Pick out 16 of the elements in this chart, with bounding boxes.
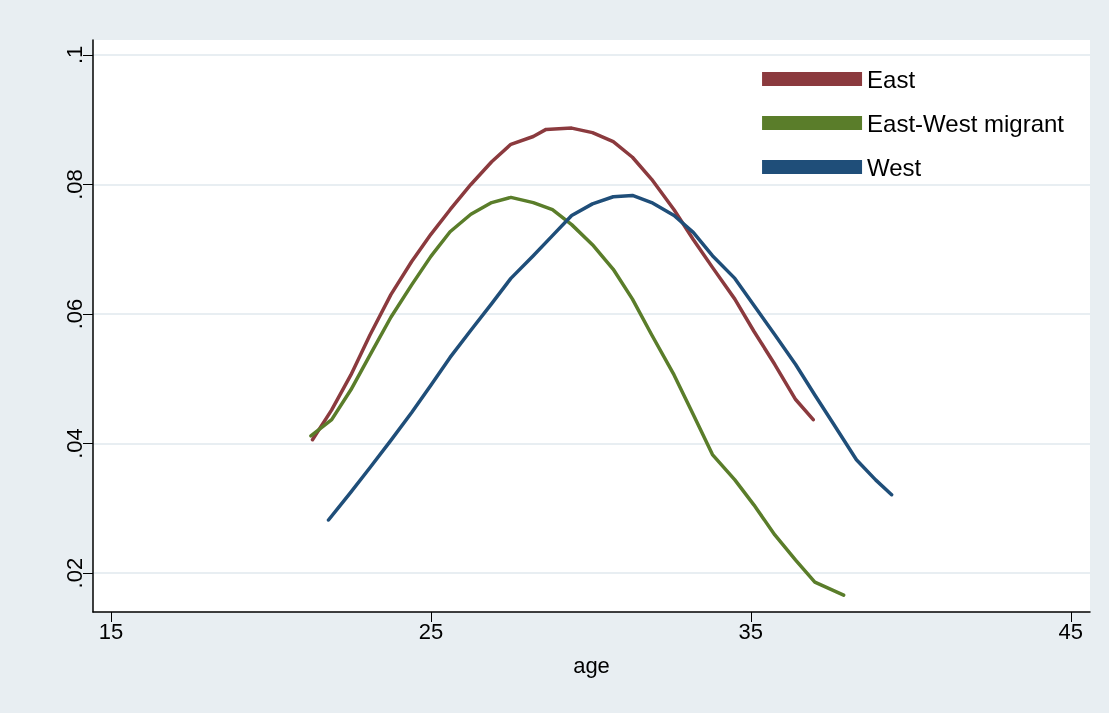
y-tick-label: .02 bbox=[61, 557, 87, 589]
x-tick-label: 35 bbox=[738, 618, 764, 644]
x-tick-label: 45 bbox=[1058, 618, 1084, 644]
line-series bbox=[326, 193, 894, 522]
legend-label: West bbox=[867, 153, 922, 181]
y-tick-label: .08 bbox=[61, 169, 87, 200]
legend-label: East-West migrant bbox=[867, 109, 1065, 137]
x-axis-title: age bbox=[573, 652, 610, 678]
y-tick-label: .04 bbox=[61, 428, 87, 459]
line-series bbox=[309, 195, 846, 597]
line-series bbox=[310, 126, 815, 442]
y-tick-label: .06 bbox=[61, 298, 87, 330]
y-tick-label: .1 bbox=[61, 45, 87, 65]
legend-label: East bbox=[867, 65, 916, 93]
x-tick-label: 25 bbox=[418, 618, 444, 644]
x-tick-label: 15 bbox=[98, 618, 124, 644]
